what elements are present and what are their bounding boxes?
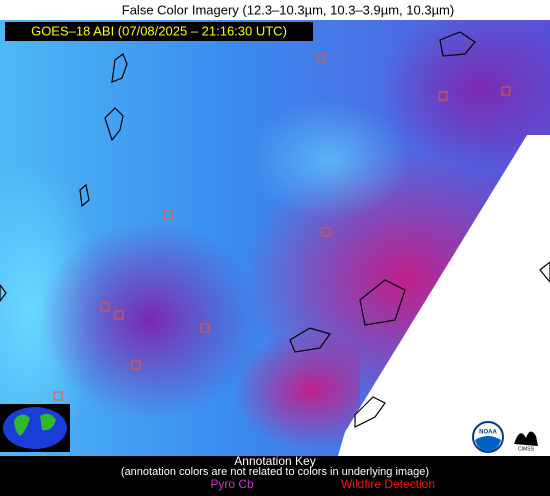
title: False Color Imagery (12.3–10.3µm, 10.3–3… — [122, 2, 454, 17]
cimss-logo: CIMSS — [510, 421, 542, 453]
annotation-key-title: Annotation Key — [234, 454, 315, 468]
imagery-patch — [250, 100, 410, 220]
cimss-text: CIMSS — [518, 446, 535, 452]
lake-outlines — [0, 31, 550, 428]
key-item: Wildfire Detection — [341, 477, 435, 491]
noaa-text: NOAA — [479, 430, 497, 436]
subtitle: GOES–18 ABI (07/08/2025 – 21:16:30 UTC) — [31, 23, 287, 38]
subtitle-box — [5, 22, 313, 41]
no-data-area — [338, 135, 550, 456]
key-item: Pyro Cb — [210, 477, 254, 491]
imagery-patch — [200, 330, 360, 450]
title-bar — [0, 0, 550, 20]
globe-logo — [0, 404, 70, 452]
noaa-logo: NOAA — [472, 421, 504, 453]
annotation-key-bar — [0, 456, 550, 496]
fire-detections — [53, 53, 511, 401]
annotation-key-note: (annotation colors are not related to co… — [121, 466, 429, 478]
